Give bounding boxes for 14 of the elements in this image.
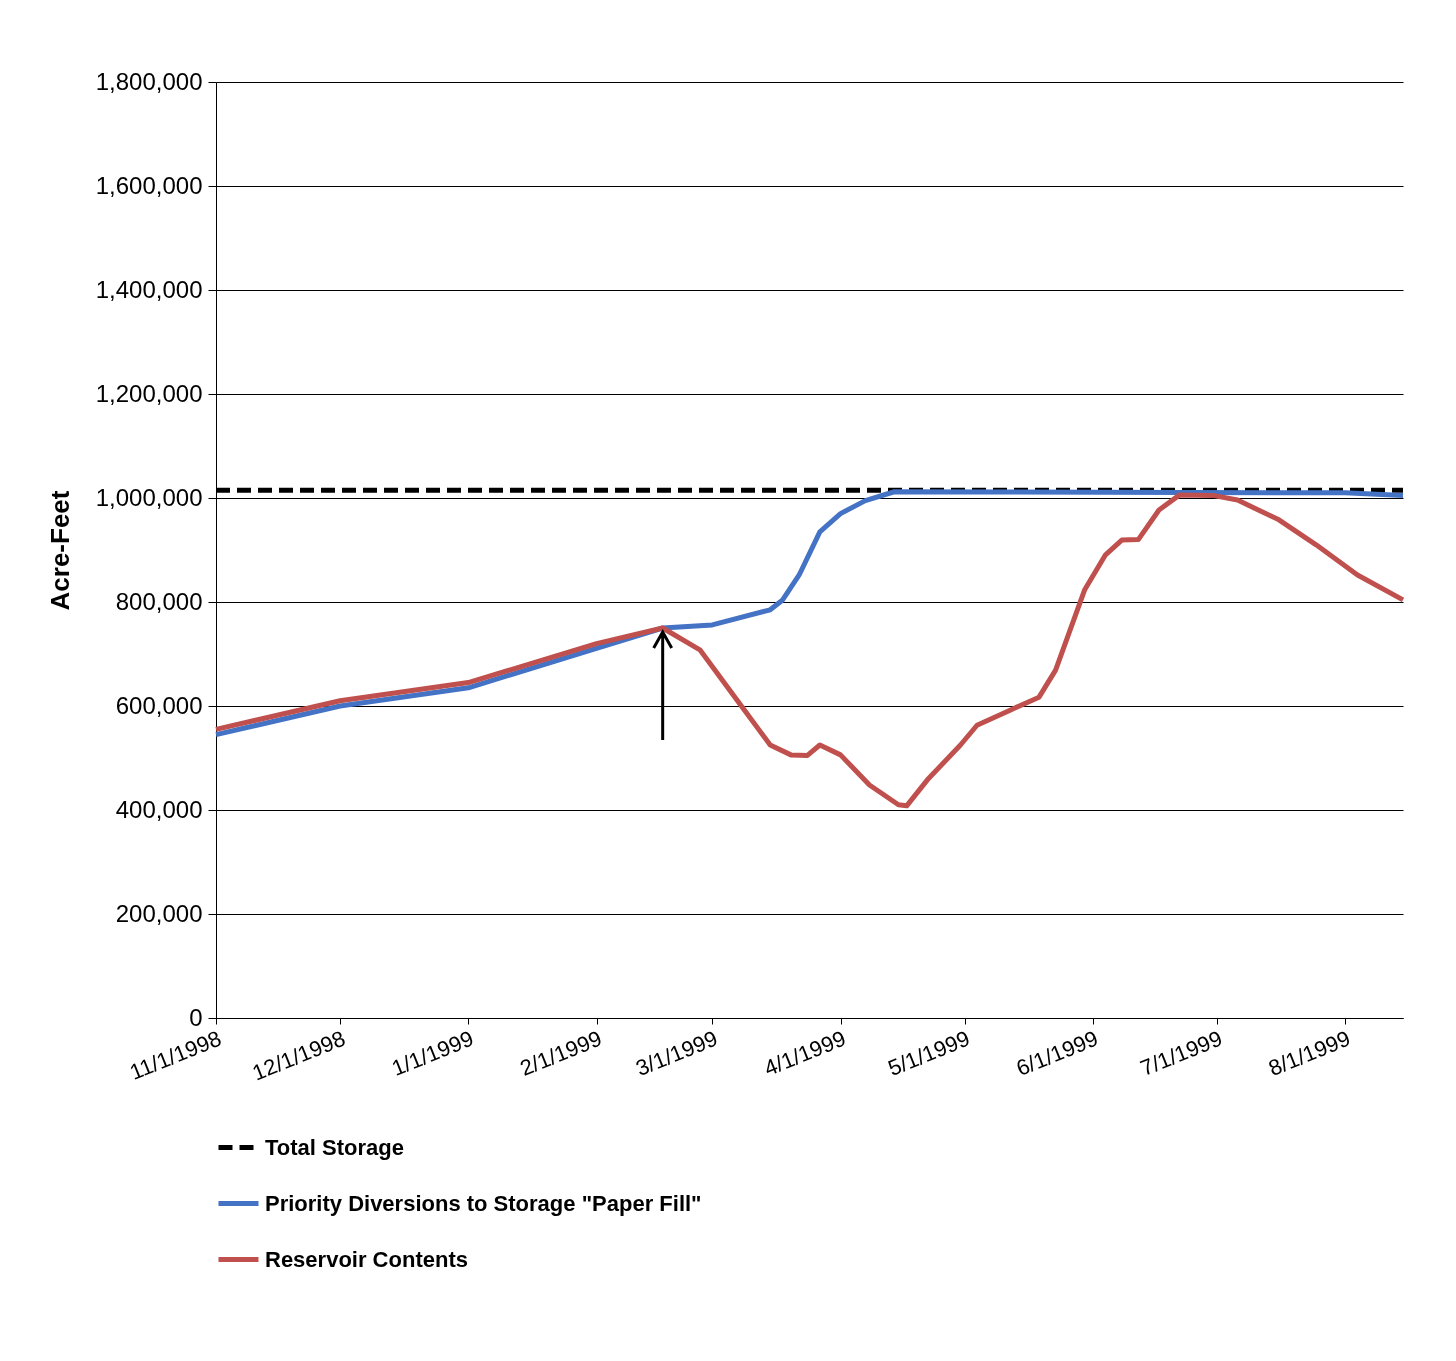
y-tick-label: 600,000 [115,691,203,719]
y-tick-label: 1,000,000 [95,483,203,511]
legend-label: Total Storage [265,1134,404,1160]
y-tick-label: 1,800,000 [95,67,203,95]
y-tick-label: 1,600,000 [95,171,203,199]
legend-label: Priority Diversions to Storage "Paper Fill" [265,1190,702,1216]
y-tick-label: 0 [189,1003,203,1031]
y-tick-label: 400,000 [115,795,203,823]
y-tick-label: 200,000 [115,899,203,927]
y-axis-title: Acre-Feet [44,490,75,611]
legend-label: Reservoir Contents [265,1246,468,1272]
y-tick-label: 800,000 [115,587,203,615]
y-tick-label: 1,400,000 [95,275,203,303]
y-tick-label: 1,200,000 [95,379,203,407]
